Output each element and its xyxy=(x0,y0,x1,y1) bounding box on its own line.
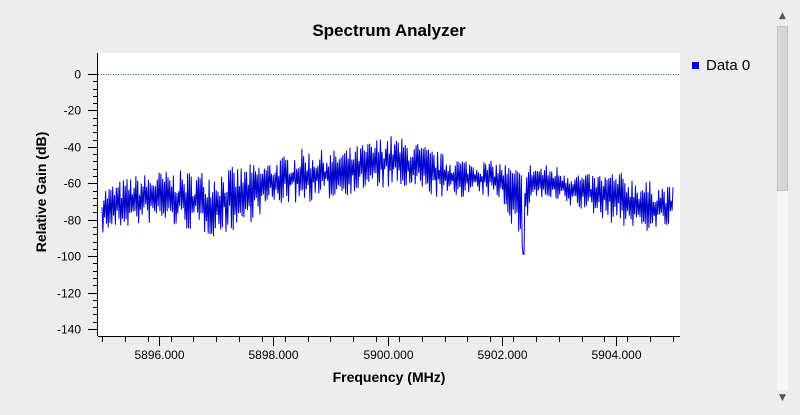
scroll-up-icon[interactable]: ▲ xyxy=(779,11,786,21)
y-tick-label: -120 xyxy=(57,287,81,301)
y-tick-label: -100 xyxy=(57,250,81,264)
x-tick-label: 5902.000 xyxy=(477,348,527,362)
y-tick-label: -140 xyxy=(57,323,81,337)
x-tick-label: 5898.000 xyxy=(248,348,298,362)
y-tick-label: 0 xyxy=(74,68,81,82)
x-tick-label: 5904.000 xyxy=(591,348,641,362)
y-tick-label: -60 xyxy=(64,177,82,191)
y-tick-label: -20 xyxy=(64,104,82,118)
legend: Data 0 xyxy=(692,57,750,74)
x-tick-label: 5896.000 xyxy=(134,348,184,362)
data-0-trace xyxy=(101,136,674,255)
scroll-down-icon[interactable]: ▼ xyxy=(779,393,786,403)
x-axis-ticks: 5896.000 5898.000 5900.000 5902.000 5904.000 xyxy=(102,337,674,362)
y-axis-label: Relative Gain (dB) xyxy=(33,132,49,253)
y-tick-label: -40 xyxy=(64,141,82,155)
y-axis-ticks: 0 -20 -40 -60 -80 -100 -120 -140 xyxy=(57,68,97,337)
y-tick-label: -80 xyxy=(64,214,82,228)
x-tick-label: 5900.000 xyxy=(363,348,413,362)
vertical-scrollbar[interactable]: ▲ ▼ xyxy=(775,8,790,408)
legend-swatch-icon xyxy=(692,62,699,69)
scroll-thumb[interactable] xyxy=(777,26,788,191)
chart-title: Spectrum Analyzer xyxy=(312,21,466,40)
scroll-track[interactable] xyxy=(777,26,788,390)
x-axis-label: Frequency (MHz) xyxy=(333,369,446,385)
legend-label: Data 0 xyxy=(706,57,751,74)
